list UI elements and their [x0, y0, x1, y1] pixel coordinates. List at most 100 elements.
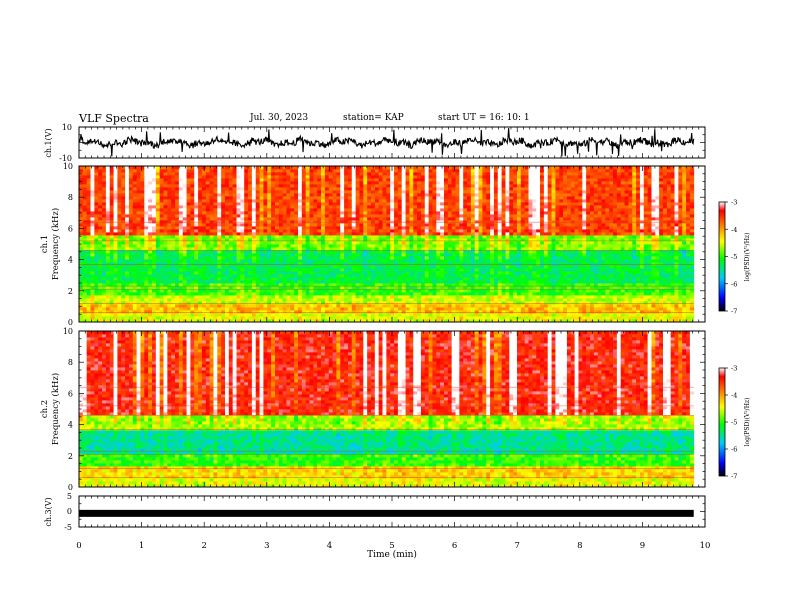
spectrogram-cell — [405, 280, 410, 284]
spectrogram-cell — [324, 283, 330, 287]
spectrogram-cell — [355, 181, 360, 185]
spectrogram-cell — [324, 220, 330, 224]
spectrogram-cell — [251, 316, 257, 320]
spectrogram-cell — [409, 301, 414, 305]
spectrogram-cell — [132, 268, 138, 272]
spectrogram-cell — [121, 310, 126, 314]
spectrogram-cell — [205, 286, 211, 290]
spectrogram-cell — [128, 193, 134, 197]
ch1-spectrogram-cells — [79, 166, 695, 323]
spectrogram-cell — [305, 205, 310, 209]
spectrogram-cell — [340, 265, 345, 269]
spectrogram-cell — [278, 256, 284, 260]
spectrogram-cell — [159, 310, 164, 314]
spectrogram-cell — [332, 304, 337, 308]
spectrogram-cell — [98, 244, 103, 248]
spectrogram-cell — [186, 178, 191, 182]
spectrogram-cell — [382, 262, 387, 266]
spectrogram-cell — [263, 307, 268, 311]
spectrogram-cell — [121, 172, 126, 176]
spectrogram-cell — [374, 253, 380, 257]
spectrogram-cell — [336, 175, 341, 179]
spectrogram-cell — [121, 238, 126, 242]
spectrogram-cell — [340, 229, 345, 233]
spectrogram-cell — [94, 247, 99, 251]
spectrogram-cell — [394, 283, 399, 287]
spectrogram-cell — [117, 181, 122, 185]
spectrogram-cell — [152, 301, 157, 305]
spectrogram-cell — [363, 292, 368, 296]
spectrogram-cell — [221, 295, 226, 299]
spectrogram-cell — [413, 226, 418, 230]
spectrogram-cell — [359, 253, 364, 257]
spectrogram-cell — [186, 256, 191, 260]
spectrogram-cell — [355, 259, 360, 263]
spectrogram-cell — [267, 172, 272, 176]
spectrogram-cell — [236, 244, 241, 248]
spectrogram-cell — [140, 280, 145, 284]
spectrogram-cell — [428, 265, 433, 269]
spectrogram-cell — [344, 166, 349, 170]
spectrogram-cell — [86, 244, 91, 248]
spectrogram-cell — [309, 184, 314, 188]
spectrogram-cell — [213, 181, 218, 185]
spectrogram-cell — [155, 208, 161, 212]
spectrogram-cell — [190, 199, 195, 203]
spectrogram-cell — [228, 238, 234, 242]
spectrogram-cell — [221, 277, 226, 281]
spectrogram-cell — [102, 250, 107, 254]
spectrogram-cell — [405, 226, 410, 230]
spectrogram-cell — [390, 181, 395, 185]
spectrogram-cell — [278, 298, 284, 302]
spectrogram-cell — [290, 208, 295, 212]
spectrogram-cell — [136, 292, 141, 296]
spectrogram-cell — [248, 214, 253, 218]
spectrogram-cell — [274, 211, 280, 215]
spectrogram-cell — [386, 286, 391, 290]
spectrogram-cell — [386, 166, 391, 170]
spectrogram-cell — [290, 265, 295, 269]
spectrogram-cell — [347, 283, 353, 287]
spectrogram-cell — [298, 301, 303, 305]
spectrogram-cell — [298, 277, 303, 281]
spectrogram-cell — [105, 250, 111, 254]
spectrogram-cell — [301, 196, 307, 200]
spectrogram-cell — [190, 202, 195, 206]
spectrogram-cell — [332, 265, 337, 269]
spectrogram-cell — [305, 169, 310, 173]
spectrogram-cell — [317, 271, 322, 275]
spectrogram-cell — [94, 196, 99, 200]
spectrogram-cell — [228, 190, 234, 194]
spectrogram-cell — [321, 202, 326, 206]
spectrogram-cell — [351, 304, 357, 308]
spectrogram-cell — [317, 235, 322, 239]
spectrogram-cell — [244, 310, 249, 314]
spectrogram-cell — [271, 313, 276, 317]
spectrogram-cell — [317, 295, 322, 299]
spectrogram-cell — [305, 181, 310, 185]
spectrogram-cell — [167, 232, 172, 236]
spectrogram-cell — [267, 199, 272, 203]
spectrogram-cell — [178, 286, 184, 290]
spectrogram-cell — [397, 205, 403, 209]
spectrogram-cell — [194, 292, 199, 296]
spectrogram-cell — [405, 277, 410, 281]
spectrogram-cell — [332, 169, 337, 173]
spectrogram-cell — [225, 292, 230, 296]
spectrogram-cell — [313, 316, 318, 320]
spectrogram-cell — [113, 199, 118, 203]
spectrogram-cell — [171, 250, 176, 254]
spectrogram-cell — [351, 268, 357, 272]
spectrogram-cell — [271, 232, 276, 236]
spectrogram-cell — [351, 319, 357, 323]
spectrogram-cell — [351, 298, 357, 302]
spectrogram-cell — [305, 319, 310, 323]
spectrogram-cell — [340, 307, 345, 311]
spectrogram-cell — [94, 265, 99, 269]
spectrogram-cell — [136, 289, 141, 293]
spectrogram-cell — [125, 187, 130, 191]
spectrogram-cell — [420, 256, 426, 260]
spectrogram-cell — [163, 211, 168, 215]
spectrogram-cell — [163, 250, 168, 254]
spectrogram-cell — [321, 226, 326, 230]
